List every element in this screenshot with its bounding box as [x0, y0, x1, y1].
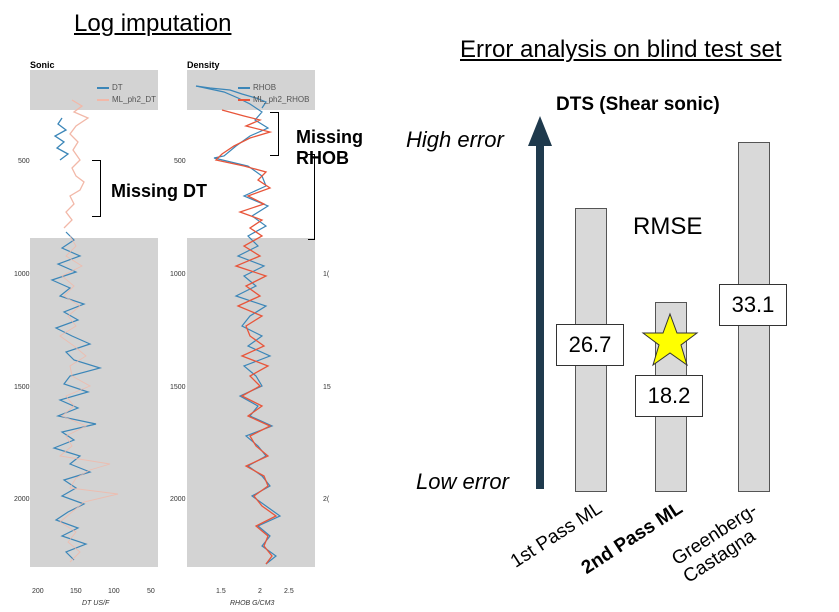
depth-tick-truncated: 2(	[323, 496, 330, 503]
density-rhob	[195, 85, 282, 565]
depth-tick-truncated: 1(	[323, 271, 330, 278]
density-xtick: 2.5	[284, 588, 294, 595]
value-1st-pass: 26.7	[556, 324, 624, 366]
legend-swatch	[97, 86, 109, 89]
legend-label: ML_ph2_DT	[112, 95, 157, 104]
depth-tick: 1000	[170, 271, 186, 278]
sonic-xtick: 150	[70, 588, 82, 595]
value-2nd-pass: 18.2	[635, 375, 703, 417]
right-title: Error analysis on blind test set	[460, 36, 782, 63]
log-curves	[50, 85, 282, 565]
missing-rhob-line2: RHOB	[296, 148, 349, 168]
sonic-dt-upper	[53, 117, 70, 161]
sonic-header: Sonic	[30, 60, 55, 70]
chart-subtitle: DTS (Shear sonic)	[556, 94, 720, 115]
left-title: Log imputation	[74, 10, 232, 37]
legend-item: RHOB	[238, 82, 309, 94]
sonic-xtick: 100	[108, 588, 120, 595]
density-header: Density	[187, 60, 220, 70]
sonic-dt-lower	[50, 231, 103, 561]
sonic-xtick: 50	[147, 588, 155, 595]
legend-swatch	[238, 98, 250, 101]
density-xaxis-label: RHOB G/CM3	[230, 600, 275, 607]
star-icon	[641, 312, 699, 367]
depth-tick: 2000	[170, 496, 186, 503]
sonic-xtick: 200	[32, 588, 44, 595]
missing-dt-bracket	[92, 160, 101, 217]
high-error-label: High error	[406, 127, 504, 152]
depth-tick: 2000	[14, 496, 30, 503]
sonic-xaxis-label: DT US/F	[82, 600, 110, 607]
depth-tick: 1500	[14, 384, 30, 391]
legend-label: RHOB	[253, 83, 277, 92]
missing-dt-callout: Missing DT	[111, 181, 208, 201]
depth-tick: 1500	[170, 384, 186, 391]
rmse-label: RMSE	[633, 213, 703, 240]
legend-label: ML_ph2_RHOB	[253, 95, 310, 104]
density-xtick: 2	[258, 588, 262, 595]
low-error-label: Low error	[416, 469, 509, 494]
missing-rhob-bracket-lower	[308, 154, 315, 240]
legend-swatch	[238, 86, 250, 89]
density-ml-rhob	[214, 109, 278, 565]
sonic-ml-dt-lower	[58, 235, 119, 563]
legend-item: ML_ph2_DT	[97, 94, 156, 106]
depth-tick: 500	[174, 158, 186, 165]
depth-tick-truncated: 15	[323, 384, 331, 391]
error-arrow	[528, 116, 552, 489]
legend-swatch	[97, 98, 109, 101]
value-greenberg: 33.1	[719, 284, 787, 326]
density-rhob-top	[195, 85, 267, 109]
depth-tick: 1000	[14, 271, 30, 278]
sonic-ml-dt-missing	[63, 99, 90, 229]
legend-item: ML_ph2_RHOB	[238, 94, 309, 106]
legend-item: DT	[97, 82, 156, 94]
legend-label: DT	[112, 83, 123, 92]
sonic-legend: DT ML_ph2_DT	[97, 82, 156, 106]
missing-rhob-callout: Missing RHOB	[296, 127, 363, 169]
depth-tick: 500	[18, 158, 30, 165]
missing-rhob-line1: Missing	[296, 127, 364, 147]
density-xtick: 1.5	[216, 588, 226, 595]
missing-rhob-bracket	[270, 112, 279, 156]
density-legend: RHOB ML_ph2_RHOB	[238, 82, 309, 106]
